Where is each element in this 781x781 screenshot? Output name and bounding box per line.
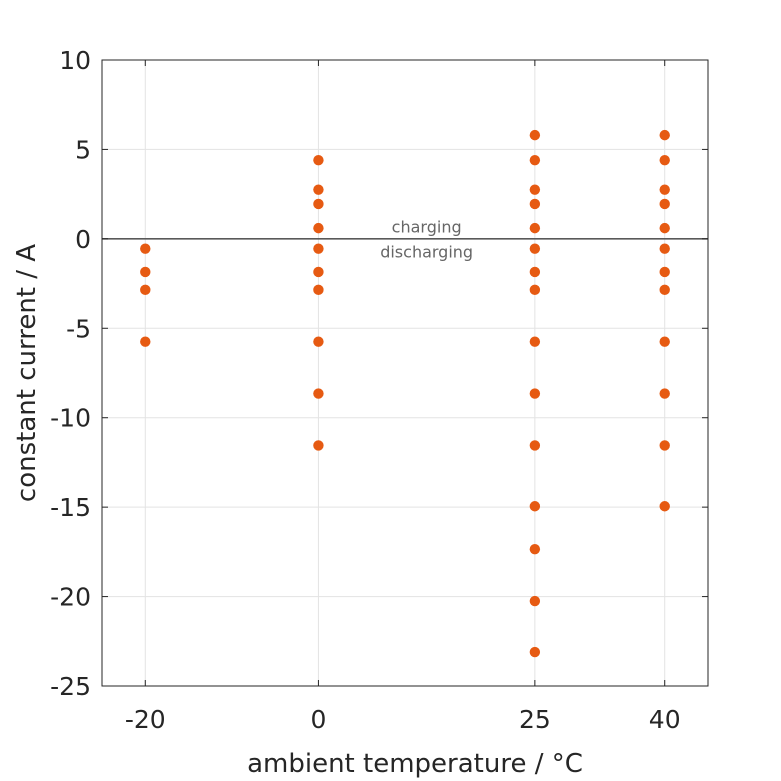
data-point <box>313 198 324 210</box>
data-point <box>529 184 541 195</box>
data-point <box>659 154 670 166</box>
x-tick-label: 25 <box>519 705 551 734</box>
data-point <box>659 129 670 141</box>
data-point <box>659 336 670 347</box>
region-annotation: charging <box>392 217 462 236</box>
y-tick-label: 10 <box>59 46 91 75</box>
annotations: charging discharging <box>380 217 473 261</box>
data-points <box>140 129 670 658</box>
data-point <box>529 222 541 234</box>
x-tick-labels: -20 0 25 40 <box>125 705 681 734</box>
data-point <box>529 595 541 607</box>
data-point <box>659 184 670 195</box>
y-tick-labels: 10 5 0 -5 -10 -15 -20 -25 <box>50 46 91 701</box>
data-point <box>529 336 541 347</box>
data-point <box>659 284 670 296</box>
data-point <box>140 243 151 254</box>
y-tick-label: -20 <box>50 583 91 612</box>
data-point <box>529 266 541 278</box>
data-point <box>313 184 324 195</box>
data-point <box>313 388 324 399</box>
x-tick-label: 40 <box>649 705 681 734</box>
data-point <box>659 440 670 451</box>
x-tick-label: 0 <box>310 705 326 734</box>
data-point <box>659 501 670 512</box>
data-point <box>313 266 324 278</box>
y-tick-label: 5 <box>75 135 91 164</box>
data-point <box>529 243 541 254</box>
axis-ticks <box>102 59 708 687</box>
x-axis-title: ambient temperature / °C <box>247 749 583 779</box>
data-point <box>659 388 670 399</box>
region-annotation: discharging <box>380 242 473 261</box>
y-tick-label: -5 <box>66 314 91 343</box>
data-point <box>529 388 541 399</box>
plot-border <box>101 59 709 687</box>
plot-frame <box>101 59 709 687</box>
data-point <box>659 198 670 210</box>
data-point <box>529 440 541 451</box>
y-tick-label: -15 <box>50 493 91 522</box>
data-point <box>313 222 324 234</box>
data-point <box>313 284 324 296</box>
data-point <box>313 154 324 166</box>
data-point <box>529 284 541 296</box>
data-point <box>529 198 541 210</box>
data-point <box>529 129 541 141</box>
data-point <box>313 440 324 451</box>
y-tick-label: -25 <box>50 672 91 701</box>
data-point <box>659 222 670 234</box>
y-axis-title: constant current / A <box>12 244 42 502</box>
data-point <box>313 336 324 347</box>
data-point <box>140 336 151 347</box>
grid-lines <box>102 59 708 687</box>
data-point <box>529 501 541 512</box>
data-point <box>140 266 151 278</box>
y-tick-label: -10 <box>50 404 91 433</box>
data-point <box>529 154 541 166</box>
x-tick-label: -20 <box>125 705 166 734</box>
data-point <box>529 646 541 658</box>
y-tick-label: 0 <box>75 225 91 254</box>
data-point <box>313 243 324 254</box>
data-point <box>659 266 670 278</box>
data-point <box>659 243 670 254</box>
data-point <box>529 543 541 555</box>
data-point <box>140 284 151 296</box>
